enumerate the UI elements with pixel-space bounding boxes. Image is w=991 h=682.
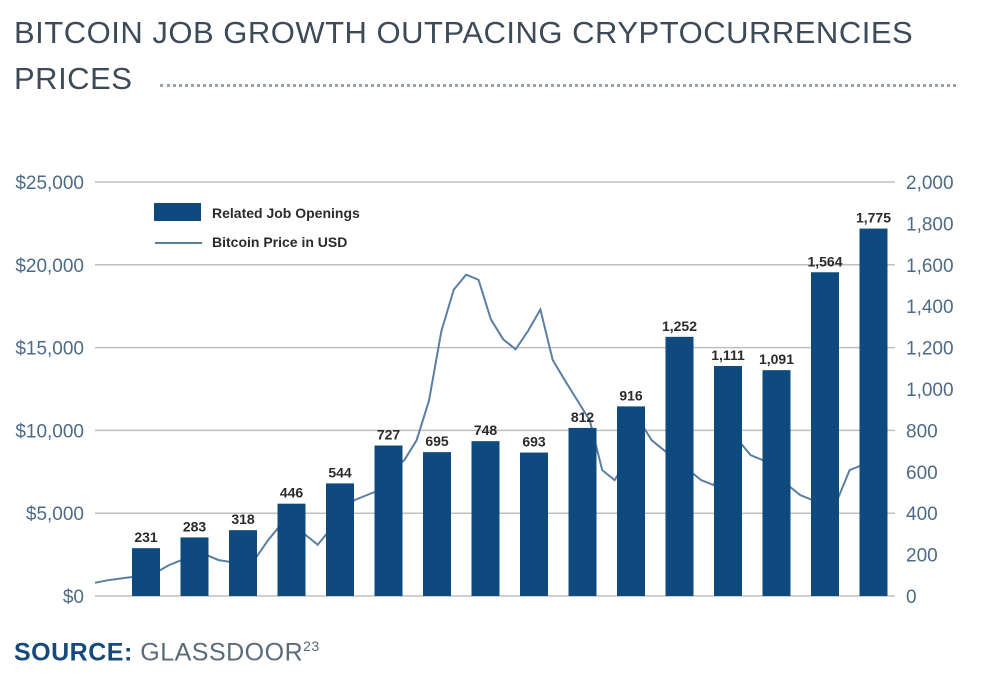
job-openings-bar <box>374 445 403 596</box>
job-openings-bar <box>714 366 742 596</box>
job-openings-bar <box>665 336 694 596</box>
left-axis-tick: $5,000 <box>26 504 84 525</box>
chart: $0 $5,000 $10,000 $15,000 $20,000 $25,000 0 200… <box>15 173 954 608</box>
job-openings-bar <box>762 370 791 596</box>
title-divider <box>160 84 956 87</box>
bar-data-label: 1,111 <box>711 347 745 363</box>
legend-label: Bitcoin Price in USD <box>212 234 347 250</box>
bar-data-label: 318 <box>231 511 255 527</box>
bar-data-label: 916 <box>619 387 643 403</box>
right-axis-tick: 1,200 <box>906 339 954 360</box>
left-axis-tick: $20,000 <box>15 256 84 277</box>
right-axis-tick: 2,000 <box>906 173 954 194</box>
left-axis-tick: $0 <box>63 587 84 608</box>
bar-data-label: 693 <box>522 434 546 450</box>
bar-data-label: 1,091 <box>759 351 794 367</box>
source-footnote: 23 <box>303 638 320 654</box>
left-axis-tick: $15,000 <box>15 339 84 360</box>
job-openings-bar <box>180 537 209 596</box>
job-openings-bar <box>859 228 888 596</box>
right-axis-tick: 1,800 <box>906 214 954 235</box>
right-axis-tick: 200 <box>906 546 938 567</box>
job-openings-bar <box>568 427 597 596</box>
left-axis-tick: $25,000 <box>15 173 84 194</box>
bar-data-label: 1,775 <box>856 210 891 226</box>
job-openings-bar <box>471 441 500 596</box>
source-label: SOURCE: <box>14 638 133 667</box>
chart-title: BITCOIN JOB GROWTH OUTPACING CRYPTOCURRE… <box>14 15 914 96</box>
job-openings-bar <box>277 503 306 596</box>
job-openings-bar <box>617 406 645 596</box>
right-axis-tick: 1,400 <box>906 297 954 318</box>
bar-data-label: 544 <box>328 464 352 480</box>
right-axis-tick: 400 <box>906 504 938 525</box>
bar-data-label: 812 <box>571 409 595 425</box>
job-openings-bar <box>423 452 451 596</box>
job-openings-bar <box>326 483 354 596</box>
right-axis-tick: 1,600 <box>906 256 954 277</box>
legend-bar-swatch <box>154 203 201 221</box>
job-openings-bar <box>132 548 160 596</box>
bar-data-label: 446 <box>280 485 304 501</box>
job-openings-bar <box>520 452 548 596</box>
source-name: GLASSDOOR <box>140 638 304 667</box>
job-openings-bar <box>229 530 257 596</box>
bar-data-label: 727 <box>377 427 401 443</box>
bar-data-label: 231 <box>134 529 158 545</box>
right-axis-tick: 1,000 <box>906 380 954 401</box>
right-axis-tick: 800 <box>906 421 938 442</box>
right-axis-tick: 600 <box>906 463 938 484</box>
legend-label: Related Job Openings <box>212 205 360 221</box>
left-axis-tick: $10,000 <box>15 421 84 442</box>
job-openings-bar <box>811 272 839 596</box>
bar-data-label: 1,252 <box>662 318 697 334</box>
bar-data-label: 283 <box>183 518 207 534</box>
source-note: SOURCE: GLASSDOOR23 <box>14 638 320 667</box>
bar-data-label: 695 <box>425 433 449 449</box>
bar-data-label: 1,564 <box>807 253 842 269</box>
bar-data-label: 748 <box>474 422 498 438</box>
right-axis-tick: 0 <box>906 587 917 608</box>
